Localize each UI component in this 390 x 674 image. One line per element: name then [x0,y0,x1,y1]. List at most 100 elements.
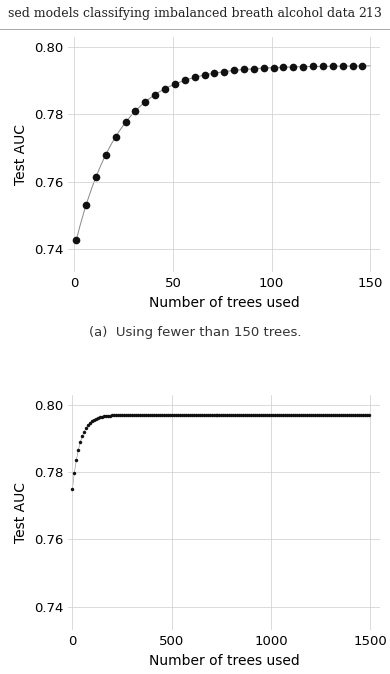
Point [127,410,133,421]
Point [270,410,276,421]
Point [71,467,78,478]
Point [188,410,195,421]
Point [256,410,262,421]
Point [365,410,372,421]
Point [320,410,326,421]
Point [105,410,111,421]
Point [141,410,147,421]
Point [322,410,328,421]
Point [69,483,76,494]
Point [332,410,338,421]
Point [173,410,179,421]
Point [286,410,292,421]
Point [89,416,96,427]
Point [258,410,264,421]
Point [288,410,294,421]
Point [252,410,258,421]
Point [302,410,308,421]
Point [184,410,191,421]
Point [278,410,284,421]
Point [312,410,318,421]
Point [355,410,362,421]
Point [351,410,358,421]
Point [122,117,129,128]
Point [155,410,161,421]
Point [218,410,225,421]
Point [77,437,83,448]
Text: sed models classifying imbalanced breath alcohol data: sed models classifying imbalanced breath… [8,7,355,20]
Point [330,410,336,421]
Point [242,410,248,421]
Point [349,61,356,71]
Point [172,79,178,90]
Point [131,410,137,421]
Point [85,420,91,431]
Point [208,410,215,421]
X-axis label: Number of trees used: Number of trees used [149,654,300,668]
Point [264,410,270,421]
Point [121,410,127,421]
Point [306,410,312,421]
Point [359,61,365,71]
Point [326,410,332,421]
Point [298,410,304,421]
Y-axis label: Test AUC: Test AUC [14,124,28,185]
Point [213,410,219,421]
Point [139,410,145,421]
Point [362,410,368,421]
Point [199,410,205,421]
Point [220,410,227,421]
Point [204,410,211,421]
Point [330,61,336,71]
Point [103,149,109,160]
Point [145,410,151,421]
Point [109,410,115,421]
Point [346,410,352,421]
Point [232,410,239,421]
Point [73,235,79,246]
Point [300,410,306,421]
Point [93,172,99,183]
Point [342,410,348,421]
Point [236,410,243,421]
Point [129,410,135,421]
Point [168,410,175,421]
Point [338,410,344,421]
Point [113,131,119,142]
Point [280,410,286,421]
Point [123,410,129,421]
Point [344,410,350,421]
Point [101,411,107,422]
Point [353,410,360,421]
Point [143,410,149,421]
Point [183,410,189,421]
Point [95,412,101,423]
Point [125,410,131,421]
Point [157,410,163,421]
Point [135,410,141,421]
Point [314,410,320,421]
Point [99,411,105,422]
Point [296,410,302,421]
Point [274,410,280,421]
Point [193,410,199,421]
Point [132,106,138,117]
Point [182,75,188,86]
Point [153,410,159,421]
Point [316,410,322,421]
Point [268,410,274,421]
Point [202,410,209,421]
Point [215,410,221,421]
Point [324,410,330,421]
Point [230,410,236,421]
Point [328,410,334,421]
Point [211,68,218,79]
Point [197,410,203,421]
Point [83,423,89,433]
Point [111,410,117,421]
Point [201,69,207,80]
Point [159,410,165,421]
Point [228,410,234,421]
Point [294,410,300,421]
Point [226,410,232,421]
